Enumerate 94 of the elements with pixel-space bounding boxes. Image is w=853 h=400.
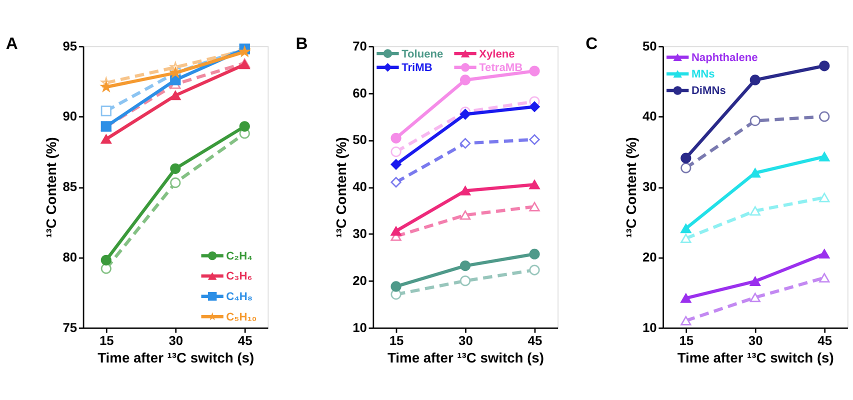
point <box>460 138 471 149</box>
point <box>390 281 402 292</box>
point <box>819 192 830 202</box>
chart-title: B <box>296 34 308 53</box>
x-axis-title: Time after ¹³C switch (s) <box>98 349 254 366</box>
point <box>460 210 471 220</box>
x-axis-title: Time after ¹³C switch (s) <box>387 349 544 366</box>
legend-label: C₂H₄ <box>226 250 252 262</box>
point <box>680 316 692 326</box>
y-tick-label: 95 <box>62 38 78 54</box>
x-tick-label: 30 <box>458 332 473 348</box>
legend-label: C₃H₆ <box>226 270 252 283</box>
x-tick-label: 15 <box>389 332 404 348</box>
y-axis-title: ¹³C Content (%) <box>622 137 639 238</box>
x-tick-label: 30 <box>168 332 184 348</box>
point <box>390 176 402 188</box>
y-tick-label: 40 <box>642 108 657 124</box>
legend-label: TetraMB <box>479 62 523 74</box>
y-tick-label: 90 <box>62 108 78 124</box>
point <box>529 66 540 76</box>
point <box>239 121 250 132</box>
x-tick-label: 45 <box>528 332 542 348</box>
point <box>750 115 760 126</box>
point <box>460 276 471 286</box>
point <box>750 206 760 216</box>
legend-label: Xylene <box>479 48 515 60</box>
point <box>529 134 540 145</box>
point <box>170 90 181 100</box>
point <box>680 234 692 244</box>
x-tick-label: 45 <box>238 332 252 348</box>
point <box>529 180 540 190</box>
point <box>680 162 692 174</box>
y-tick-label: 50 <box>642 38 657 54</box>
y-tick-label: 70 <box>352 38 367 54</box>
x-tick-label: 15 <box>679 332 694 348</box>
point <box>680 293 692 303</box>
y-tick-label: 10 <box>352 320 367 335</box>
legend-label: TriMB <box>402 62 432 74</box>
y-tick-label: 85 <box>62 179 78 194</box>
point <box>680 152 692 164</box>
y-tick-label: 30 <box>352 226 367 242</box>
y-tick-label: 60 <box>352 85 367 100</box>
point <box>101 82 112 92</box>
point <box>390 132 402 144</box>
y-tick-label: 75 <box>62 320 78 335</box>
legend-label: DiMNs <box>691 85 726 98</box>
y-tick-label: 50 <box>352 132 367 148</box>
point <box>100 134 112 144</box>
point <box>390 159 402 170</box>
y-tick-label: 30 <box>642 179 657 194</box>
point <box>819 273 830 282</box>
point <box>819 152 830 162</box>
x-axis-title: Time after ¹³C switch (s) <box>677 349 834 366</box>
point <box>390 146 402 158</box>
y-axis-title: ¹³C Content (%) <box>333 137 350 238</box>
point <box>819 111 830 122</box>
point <box>750 292 760 302</box>
y-axis-title: ¹³C Content (%) <box>43 137 60 238</box>
point <box>460 108 471 120</box>
point <box>460 74 471 86</box>
point <box>100 106 112 116</box>
legend-label: MNs <box>691 68 715 81</box>
point <box>170 163 181 174</box>
y-tick-label: 40 <box>352 179 367 194</box>
chart-title: C <box>586 34 598 53</box>
chart-title: A <box>6 34 18 53</box>
point <box>819 60 830 72</box>
point <box>750 74 760 86</box>
point <box>750 276 760 286</box>
point <box>750 168 760 178</box>
point <box>529 202 540 212</box>
point <box>529 264 540 276</box>
point <box>819 249 830 259</box>
x-tick-label: 30 <box>748 332 763 348</box>
point <box>680 224 692 234</box>
x-tick-label: 45 <box>818 332 832 348</box>
legend-label: Toluene <box>402 48 444 60</box>
point <box>240 46 250 56</box>
y-tick-label: 80 <box>62 250 78 265</box>
point <box>529 101 540 112</box>
point <box>390 226 402 236</box>
legend-label: C₄H₈ <box>226 291 253 304</box>
y-tick-label: 20 <box>642 250 657 265</box>
point <box>460 260 471 272</box>
legend-label: Naphthalene <box>691 52 758 64</box>
y-tick-label: 10 <box>642 320 657 335</box>
point <box>170 177 181 188</box>
y-tick-label: 20 <box>352 272 367 288</box>
point <box>529 248 540 260</box>
x-tick-label: 15 <box>99 332 114 348</box>
point <box>460 186 471 196</box>
legend-label: C₅H₁₀ <box>226 311 257 324</box>
point <box>100 254 112 266</box>
point <box>100 263 112 274</box>
